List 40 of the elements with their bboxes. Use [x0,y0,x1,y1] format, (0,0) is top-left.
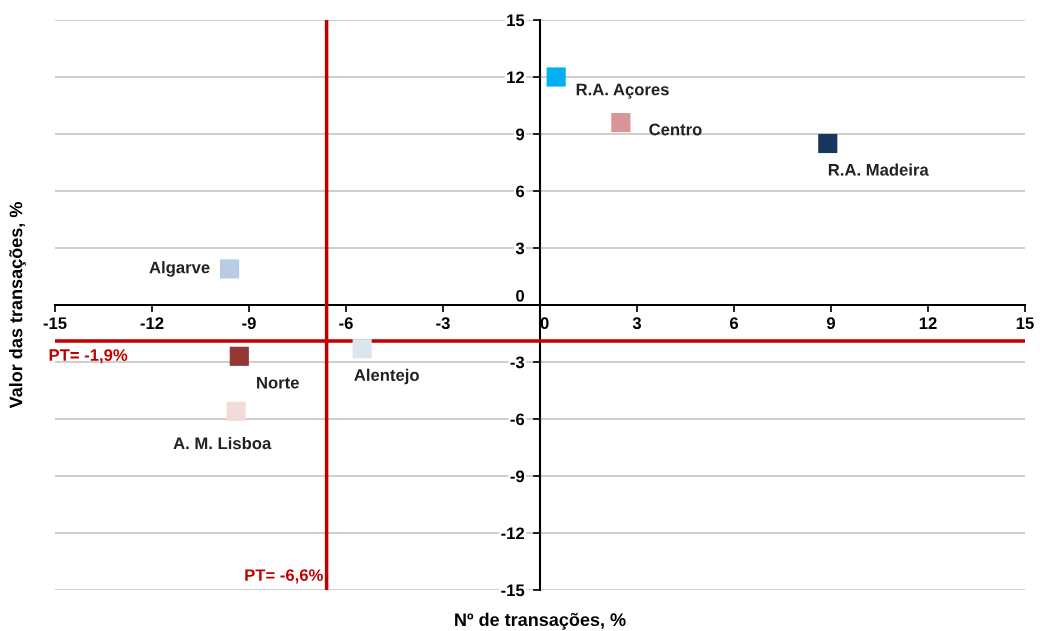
x-tick-label: -12 [140,317,164,329]
x-tick-label: -15 [43,317,67,330]
point [818,133,838,154]
x-tick-label: -6 [339,317,353,330]
y-tick-label: 6 [516,185,525,198]
y-tick-label: -3 [510,356,525,369]
y-tick-label: 9 [516,128,525,141]
point [220,259,240,279]
point [546,67,566,87]
y-tick-label: -9 [510,470,525,483]
series-label: Centro [649,123,702,136]
x-tick-label: 0 [540,317,549,330]
point [229,346,249,366]
x-tick-label: 15 [1016,317,1034,330]
y-tick-label: 12 [507,71,525,84]
x-tick-label: 9 [826,317,836,330]
series-label: R.A. Madeira [828,163,929,176]
y-tick-label: -6 [510,413,525,426]
x-tick-label: 3 [632,317,642,330]
y-tick-label: 15 [507,14,525,27]
y-tick-label: 3 [515,242,525,255]
x-tick-label: -3 [436,317,450,330]
series-label: R.A. Açores [576,83,669,99]
x-tick-label: 6 [729,317,739,330]
ref-line-label: PT= -1,9% [49,349,128,364]
y-tick-label: -12 [501,527,525,540]
point [226,401,246,421]
series-label: Alentejo [354,368,419,385]
series-label: Algarve [149,261,210,277]
series-label: A. M. Lisboa [173,436,272,450]
point [352,339,372,359]
x-tick-label: -9 [242,317,256,330]
ref-line-label: PT= -6,6% [245,569,323,584]
y-axis-title: Valor das transações, % [9,202,26,409]
x-tick-label: 12 [919,317,937,329]
x-axis-title: Nº de transações, % [455,612,626,630]
series-label: Norte [257,376,299,389]
y-tick-label: 0 [516,289,525,302]
point [611,113,631,133]
y-tick-label: -15 [501,584,525,597]
